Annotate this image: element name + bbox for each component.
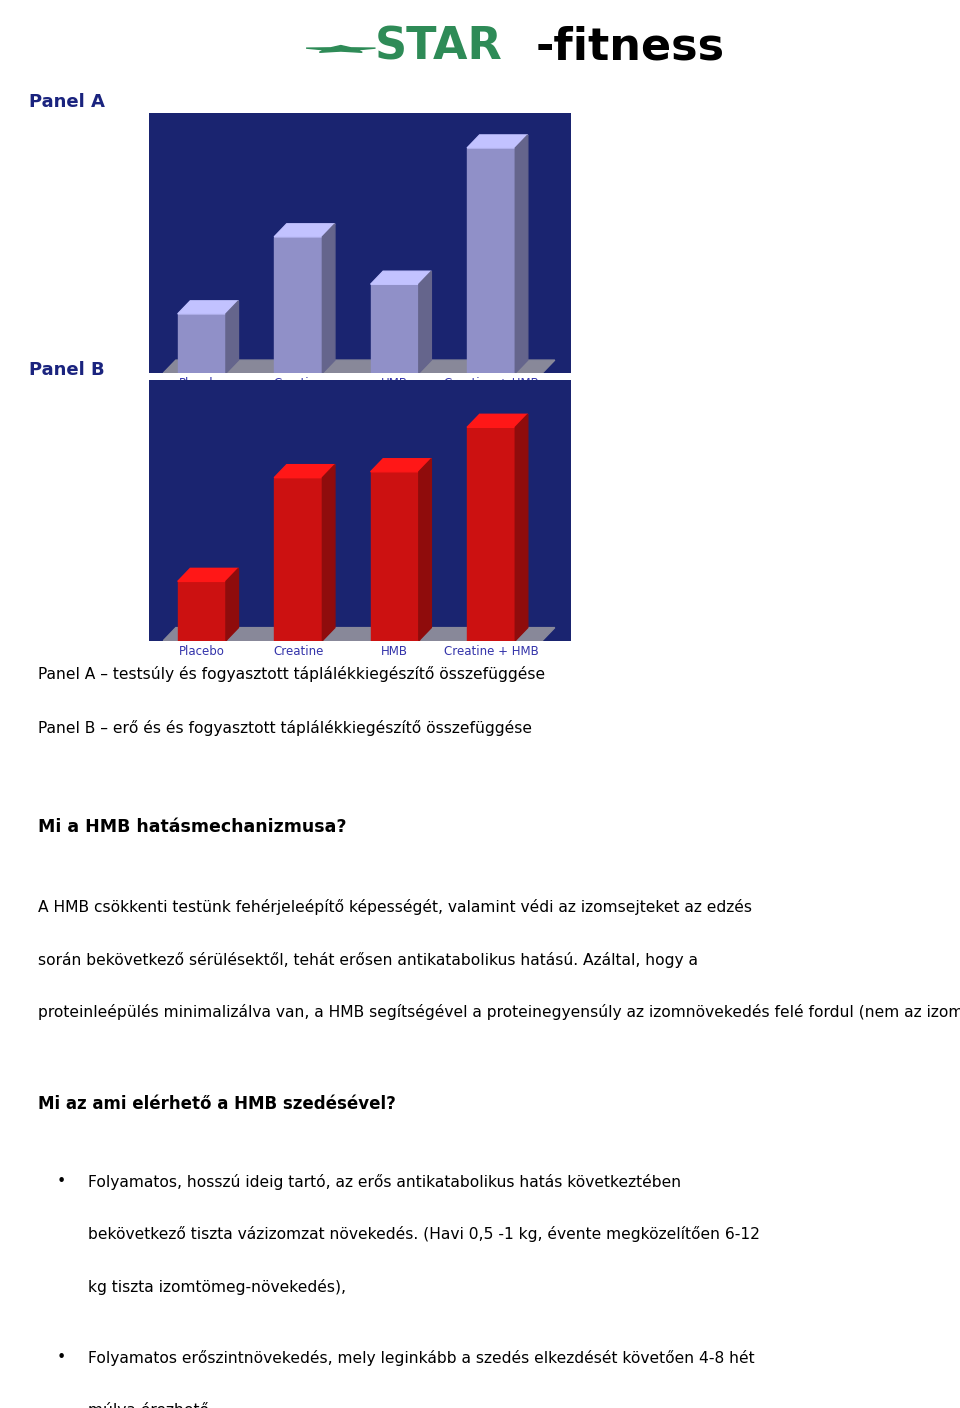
Polygon shape	[178, 582, 226, 641]
Text: •: •	[57, 1350, 65, 1366]
Polygon shape	[468, 135, 528, 148]
Polygon shape	[163, 360, 555, 373]
Polygon shape	[371, 472, 419, 641]
Text: Mi az ami elérhető a HMB szedésével?: Mi az ami elérhető a HMB szedésével?	[38, 1095, 396, 1114]
Polygon shape	[306, 45, 375, 52]
Polygon shape	[178, 314, 226, 373]
Polygon shape	[275, 477, 323, 641]
Polygon shape	[178, 569, 238, 582]
Polygon shape	[468, 427, 516, 641]
Text: bekövetkező tiszta vázizomzat növekedés. (Havi 0,5 -1 kg, évente megközelítően 6: bekövetkező tiszta vázizomzat növekedés.…	[87, 1226, 759, 1242]
Polygon shape	[419, 272, 431, 373]
Polygon shape	[516, 135, 528, 373]
Polygon shape	[275, 237, 323, 373]
Polygon shape	[226, 301, 238, 373]
Polygon shape	[275, 224, 335, 237]
Text: Folyamatos erőszintnövekedés, mely leginkább a szedés elkezdését követően 4-8 hé: Folyamatos erőszintnövekedés, mely legin…	[87, 1350, 755, 1367]
Y-axis label: Increased Body Mass (Kg): Increased Body Mass (Kg)	[119, 166, 132, 320]
Text: A HMB csökkenti testünk fehérjeleépítő képességét, valamint védi az izomsejteket: A HMB csökkenti testünk fehérjeleépítő k…	[38, 900, 753, 915]
Polygon shape	[468, 414, 528, 427]
Polygon shape	[371, 459, 431, 472]
Text: Panel A: Panel A	[29, 93, 105, 111]
Polygon shape	[178, 301, 238, 314]
Polygon shape	[371, 284, 419, 373]
Polygon shape	[419, 459, 431, 641]
Text: Mi a HMB hatásmechanizmusa?: Mi a HMB hatásmechanizmusa?	[38, 818, 347, 836]
Text: STAR: STAR	[374, 25, 502, 69]
Polygon shape	[468, 148, 516, 373]
Text: Panel B – erő és és fogyasztott táplálékkiegészítő összefüggése: Panel B – erő és és fogyasztott táplálék…	[38, 721, 533, 736]
Text: •: •	[57, 1174, 65, 1188]
Polygon shape	[371, 272, 431, 284]
Polygon shape	[163, 628, 555, 641]
Polygon shape	[226, 569, 238, 641]
Text: Folyamatos, hosszú ideig tartó, az erős antikatabolikus hatás következtében: Folyamatos, hosszú ideig tartó, az erős …	[87, 1174, 681, 1190]
Polygon shape	[275, 465, 335, 477]
Polygon shape	[516, 414, 528, 641]
Text: múlva érezhető,: múlva érezhető,	[87, 1404, 213, 1408]
Text: proteinleépülés minimalizálva van, a HMB segítségével a proteinegyensúly az izom: proteinleépülés minimalizálva van, a HMB…	[38, 1004, 960, 1021]
Text: kg tiszta izomtömeg-növekedés),: kg tiszta izomtömeg-növekedés),	[87, 1278, 346, 1295]
Text: során bekövetkező sérülésektől, tehát erősen antikatabolikus hatású. Azáltal, ho: során bekövetkező sérülésektől, tehát er…	[38, 952, 698, 967]
Polygon shape	[323, 465, 335, 641]
Y-axis label: Accumulative Strength (Kg): Accumulative Strength (Kg)	[111, 429, 125, 591]
Text: -fitness: -fitness	[536, 25, 725, 69]
Text: Panel B: Panel B	[29, 360, 105, 379]
Polygon shape	[323, 224, 335, 373]
Text: Panel A – testsúly és fogyasztott táplálékkiegészítő összefüggése: Panel A – testsúly és fogyasztott táplál…	[38, 666, 545, 681]
